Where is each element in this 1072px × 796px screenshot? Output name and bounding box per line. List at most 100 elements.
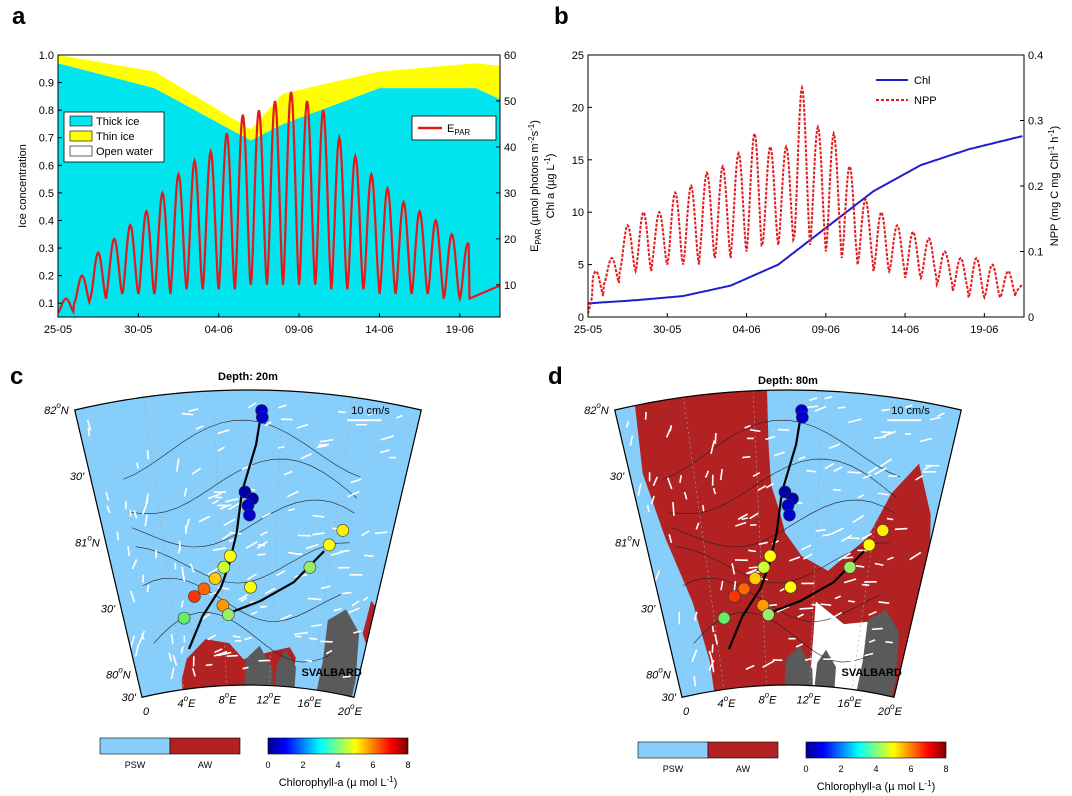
current-arrow <box>175 458 180 472</box>
current-arrow <box>625 420 630 428</box>
station-marker <box>221 608 235 621</box>
current-arrow <box>915 474 924 481</box>
current-arrow <box>874 562 884 567</box>
chl-tick-8-d: 8 <box>943 764 948 774</box>
lat-min-label: 30' <box>662 692 677 704</box>
chl-colorbar-d <box>805 741 947 759</box>
current-arrow <box>879 458 893 467</box>
current-arrow <box>757 485 767 492</box>
station-marker <box>843 560 857 574</box>
current-arrow <box>320 585 331 590</box>
current-arrow <box>797 613 804 618</box>
current-arrow <box>857 494 865 499</box>
current-arrow <box>225 498 239 503</box>
current-arrow <box>877 492 889 496</box>
current-arrow <box>765 435 776 441</box>
current-arrow <box>704 470 710 478</box>
current-arrow <box>180 646 184 654</box>
current-arrow <box>871 627 883 631</box>
current-arrow <box>133 510 138 519</box>
current-arrow <box>629 435 634 447</box>
lat-label: 80oN <box>106 666 131 682</box>
current-arrow <box>262 512 271 519</box>
current-arrow <box>809 397 818 402</box>
station-marker <box>783 508 796 522</box>
current-arrow <box>134 643 140 657</box>
lat-min-label: 30' <box>122 692 137 704</box>
lat-min-label: 30' <box>70 471 85 483</box>
current-arrow <box>820 603 832 607</box>
lat-label: 82oN <box>584 401 609 417</box>
chl-tick-0-c: 0 <box>265 760 270 770</box>
y-tick-label-a: 0.3 <box>39 243 54 255</box>
current-arrow <box>277 446 285 449</box>
bathymetry-contour <box>123 419 361 480</box>
current-arrow <box>679 475 683 483</box>
legend-chl: Chl <box>914 75 931 87</box>
y2-tick-label-b: 0.3 <box>1028 116 1043 128</box>
current-arrow <box>711 625 715 633</box>
current-arrow <box>883 430 897 437</box>
current-arrow <box>213 547 227 551</box>
current-arrow <box>172 654 178 666</box>
legend-npp: NPP <box>914 95 937 107</box>
current-arrow <box>772 659 783 662</box>
y2-tick-label-a: 10 <box>504 280 516 292</box>
current-arrow <box>307 597 322 601</box>
station-marker <box>336 524 350 537</box>
x-tick-label-a: 30-05 <box>124 324 152 336</box>
current-arrow <box>276 570 286 577</box>
meridian <box>143 397 185 690</box>
current-arrow <box>894 527 908 531</box>
lat-min-label: 30' <box>101 604 116 616</box>
current-arrow <box>665 426 673 438</box>
y-tick-label-a: 0.5 <box>39 188 54 200</box>
b-series <box>588 84 1024 314</box>
x-tick-label-a: 09-06 <box>285 324 313 336</box>
current-arrow <box>337 550 345 554</box>
speed-scale-label: 10 cm/s <box>891 405 930 417</box>
current-arrow <box>305 543 319 550</box>
current-arrow <box>209 591 218 596</box>
current-arrow <box>714 633 719 645</box>
current-arrow <box>741 517 749 521</box>
current-arrow <box>868 610 877 616</box>
chl-colorbar-c <box>267 737 409 755</box>
current-arrow <box>245 540 258 549</box>
current-arrow <box>217 651 232 657</box>
current-arrow <box>777 428 790 431</box>
current-arrow <box>374 531 388 535</box>
current-arrow <box>207 566 220 576</box>
station-marker <box>876 524 890 537</box>
y-tick-label-a: 0.7 <box>39 133 54 145</box>
current-arrow <box>929 416 941 421</box>
station-marker <box>748 572 762 585</box>
current-arrow <box>250 611 258 616</box>
svalbard-label: SVALBARD <box>302 667 362 679</box>
current-arrow <box>316 444 328 449</box>
current-arrow <box>919 437 933 443</box>
station-marker <box>188 590 201 603</box>
station-marker <box>243 508 256 522</box>
meridian <box>851 397 893 690</box>
current-arrow <box>881 408 890 412</box>
current-arrow <box>170 667 175 680</box>
y2-label-b: NPP (mg C mg Chl-1 h-1) <box>1047 126 1061 246</box>
bathymetry-contour <box>129 458 358 515</box>
current-arrow <box>300 452 312 460</box>
x-tick-label-a: 25-05 <box>44 324 72 336</box>
land-svalbard-east <box>854 609 900 698</box>
current-arrow <box>822 533 832 537</box>
meridian <box>269 390 284 686</box>
legend-open: Open water <box>96 146 153 158</box>
current-arrow <box>280 614 292 621</box>
x-tick-label-b: 30-05 <box>653 324 681 336</box>
aw-swatch-c <box>169 737 241 755</box>
station-marker <box>728 590 741 603</box>
current-arrow <box>815 632 828 639</box>
current-arrow <box>846 656 859 666</box>
panel-letter-d: d <box>548 363 563 390</box>
legend-swatch-thick <box>69 115 93 127</box>
legend-thin: Thin ice <box>96 131 135 143</box>
station-marker <box>223 549 237 563</box>
